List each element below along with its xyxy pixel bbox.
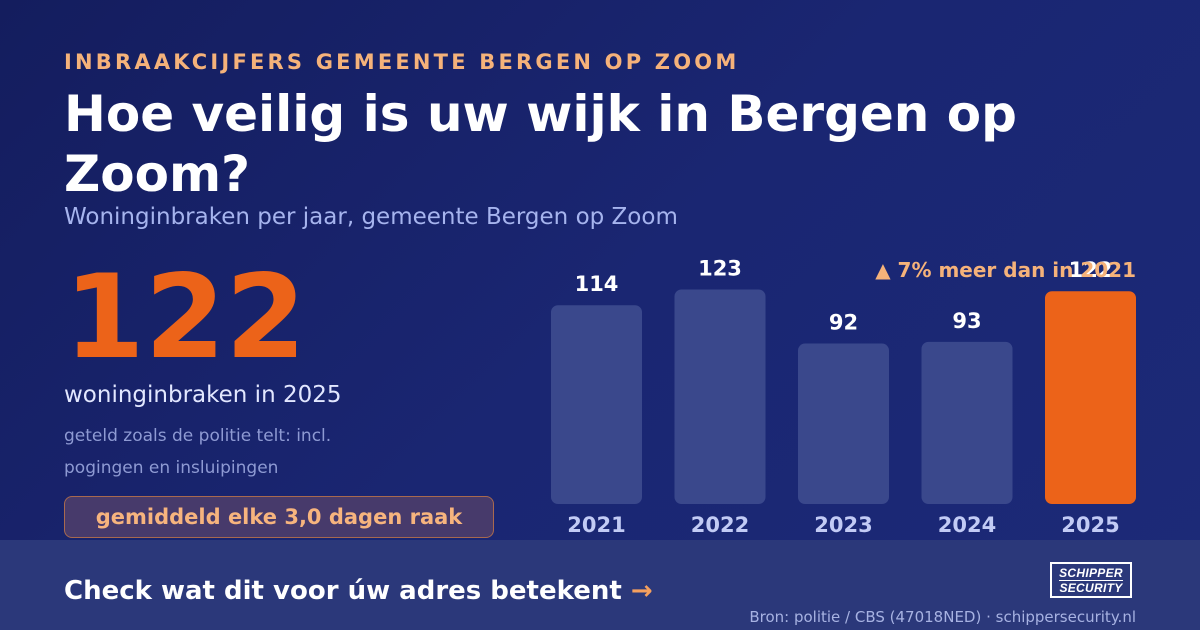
bar-2021 — [551, 305, 642, 504]
cta-link[interactable]: Check wat dit voor úw adres betekent → — [64, 576, 653, 606]
bar-2023 — [798, 343, 889, 504]
value-label-2023: 92 — [829, 311, 858, 335]
bar-2024 — [921, 341, 1013, 504]
eyebrow: INBRAAKCIJFERS GEMEENTE BERGEN OP ZOOM — [64, 50, 740, 74]
change-annotation: ▲ 7% meer dan in 2021 — [875, 258, 1136, 282]
tick-label-2025: 2025 — [1061, 513, 1119, 537]
value-label-2024: 93 — [952, 309, 981, 333]
logo-line-1: SCHIPPER — [1059, 565, 1123, 580]
bar-2025 — [1045, 291, 1136, 504]
tick-label-2021: 2021 — [567, 513, 625, 537]
source-note: Bron: politie / CBS (47018NED) · schippe… — [749, 608, 1136, 626]
tick-label-2022: 2022 — [691, 513, 749, 537]
tick-label-2024: 2024 — [938, 513, 996, 537]
page-title: Hoe veilig is uw wijk in Bergen op Zoom? — [64, 85, 1017, 203]
arrow-right-icon: → — [630, 576, 653, 606]
subtitle: Woninginbraken per jaar, gemeente Bergen… — [64, 204, 678, 230]
big-number-label: woninginbraken in 2025 — [64, 382, 342, 408]
value-label-2025: 122 — [1069, 258, 1113, 282]
footer: Check wat dit voor úw adres betekent → S… — [0, 540, 1200, 630]
cta-text: Check wat dit voor úw adres betekent — [64, 576, 622, 606]
brand-logo: SCHIPPER SECURITY — [1050, 562, 1132, 598]
big-number: 122 — [64, 250, 307, 385]
count-note: geteld zoals de politie telt: incl. pogi… — [64, 426, 332, 478]
logo-line-2: SECURITY — [1059, 579, 1123, 595]
tick-label-2023: 2023 — [814, 513, 872, 537]
bar-chart: 114 2021 123 2022 92 2023 93 2024 122 2025 — [551, 257, 1136, 537]
frequency-pill: gemiddeld elke 3,0 dagen raak — [64, 496, 494, 538]
value-label-2022: 123 — [698, 257, 742, 281]
bar-2022 — [674, 289, 766, 504]
value-label-2021: 114 — [575, 272, 619, 296]
